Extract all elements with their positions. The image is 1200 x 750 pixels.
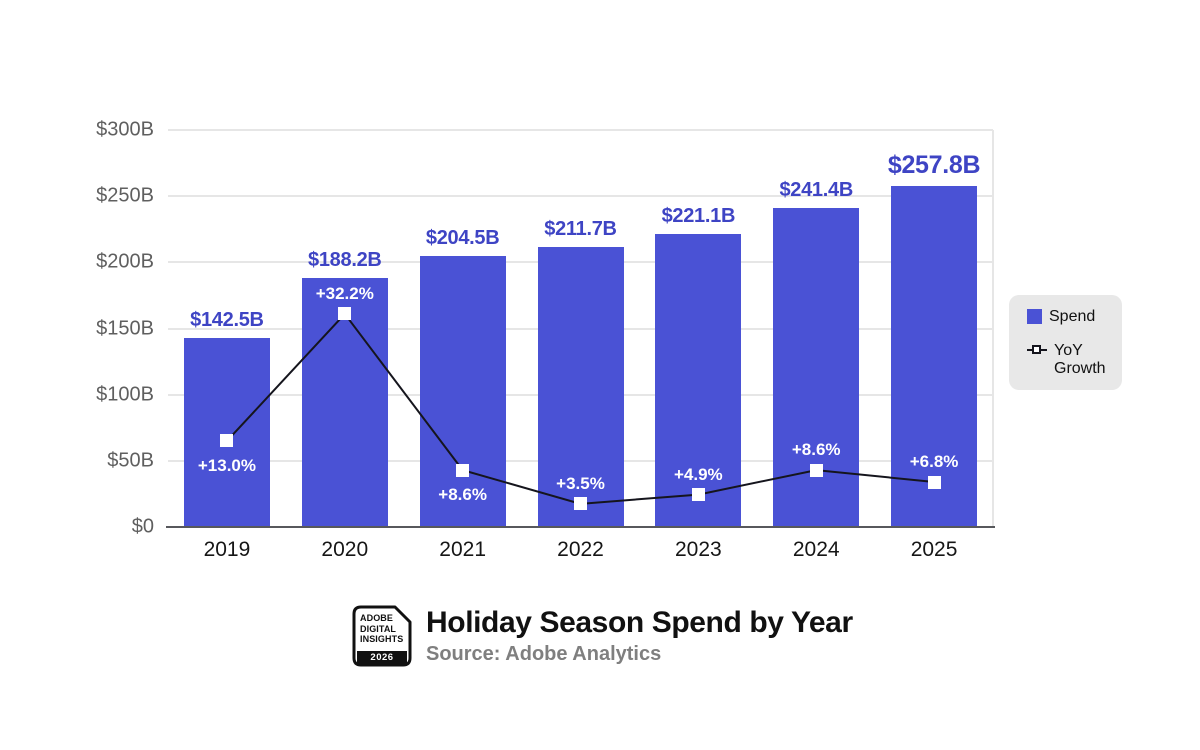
x-axis-label-2022: 2022: [557, 538, 604, 561]
yoy-label-2021: +8.6%: [438, 485, 487, 505]
badge-line2: DIGITAL: [360, 623, 397, 634]
bar-value-label-2025: $257.8B: [887, 150, 981, 179]
y-axis-tick-$150B: $150B: [96, 317, 154, 339]
bar-value-label-2024: $241.4B: [779, 178, 853, 201]
gridline-$250B: [168, 195, 993, 198]
legend: Spend YoY Growth: [1009, 295, 1122, 390]
bar-value-label-2022: $211.7B: [544, 217, 617, 240]
footer: ADOBE DIGITAL INSIGHTS 2026 Holiday Seas…: [352, 605, 853, 667]
yoy-marker-2023: [691, 488, 705, 502]
bar-2025: [891, 185, 978, 527]
yoy-marker-2022: [574, 497, 587, 511]
badge-line1: ADOBE: [360, 613, 394, 623]
chart-source: Source: Adobe Analytics: [426, 643, 662, 665]
gridline-$300B: [168, 129, 993, 131]
x-axis-label-2024: 2024: [792, 538, 840, 561]
bar-value-label-2020: $188.2B: [308, 248, 382, 271]
legend-spend-label: Spend: [1049, 308, 1096, 325]
y-axis-tick-$300B: $300B: [96, 118, 154, 141]
bar-2023: [655, 234, 742, 527]
footer-text: Holiday Season Spend by Year Source: Ado…: [426, 605, 853, 667]
x-axis-label-2020: 2020: [321, 538, 369, 561]
yoy-label-2020: +32.2%: [315, 283, 374, 303]
bar-2019: [183, 338, 270, 527]
yoy-label-2023: +4.9%: [674, 464, 723, 484]
y-axis-tick-$50B: $50B: [107, 449, 154, 472]
y-axis-tick-$0: $0: [131, 515, 154, 538]
yoy-marker-2019: [220, 434, 234, 448]
legend-item-spend: Spend: [1027, 308, 1112, 326]
yoy-label-2024: +8.6%: [791, 440, 841, 460]
spend-swatch-icon: [1027, 309, 1042, 324]
badge-outline-icon: [352, 605, 412, 667]
adobe-digital-insights-badge: ADOBE DIGITAL INSIGHTS 2026: [352, 605, 412, 667]
bar-2021: [419, 256, 506, 527]
badge-year: 2026: [357, 651, 407, 664]
y-axis-tick-$100B: $100B: [96, 383, 154, 406]
yoy-marker-2024: [809, 463, 823, 477]
y-axis-tick-$200B: $200B: [96, 250, 154, 273]
plot-right-border: [992, 130, 994, 527]
yoy-label-2019: +13.0%: [197, 455, 256, 475]
yoy-marker-2020: [338, 307, 352, 321]
y-axis-tick-$250B: $250B: [96, 184, 154, 207]
bar-value-label-2021: $204.5B: [425, 227, 500, 250]
x-axis-label-2019: 2019: [203, 538, 251, 561]
x-axis-label-2025: 2025: [910, 538, 958, 561]
badge-line3: INSIGHTS: [360, 634, 404, 644]
x-axis-line: [166, 526, 995, 528]
yoy-label-2025: +6.8%: [909, 452, 959, 471]
yoy-marker-2021: [456, 463, 470, 477]
bar-value-label-2019: $142.5B: [190, 309, 264, 332]
bar-value-label-2023: $221.1B: [661, 205, 736, 228]
chart-title: Holiday Season Spend by Year: [426, 606, 853, 639]
legend-yoy-label: YoY Growth: [1054, 342, 1106, 377]
x-axis-label-2021: 2021: [439, 538, 486, 561]
bar-2022: [537, 246, 624, 527]
legend-item-yoy: YoY Growth: [1027, 342, 1112, 378]
line-marker-icon: [1027, 343, 1047, 358]
badge-text: ADOBE DIGITAL INSIGHTS: [360, 613, 403, 645]
yoy-label-2022: +3.5%: [556, 473, 605, 493]
yoy-marker-2025: [927, 475, 941, 489]
x-axis-label-2023: 2023: [674, 538, 722, 561]
